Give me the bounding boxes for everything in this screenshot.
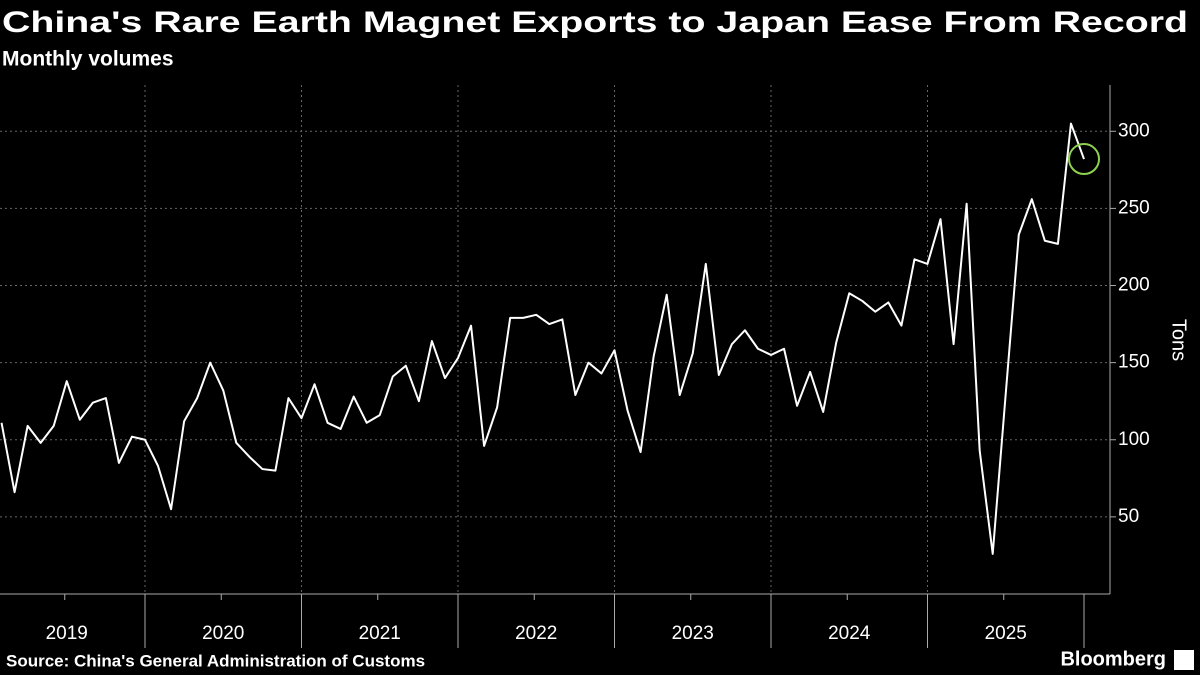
y-tick-label: 50 <box>1118 506 1139 527</box>
chart-title: China's Rare Earth Magnet Exports to Jap… <box>2 6 1188 39</box>
x-tick-label: 2023 <box>672 623 714 644</box>
y-axis-label: Tons <box>1168 319 1190 361</box>
source-note: Source: China's General Administration o… <box>6 651 425 670</box>
y-tick-label: 250 <box>1118 197 1150 218</box>
x-tick-label: 2019 <box>46 623 88 644</box>
x-tick-label: 2025 <box>985 623 1027 644</box>
y-tick-label: 100 <box>1118 429 1150 450</box>
y-tick-label: 200 <box>1118 275 1150 296</box>
brand-icon <box>1174 650 1194 670</box>
x-tick-label: 2020 <box>202 623 244 644</box>
chart-subtitle: Monthly volumes <box>2 48 174 71</box>
x-tick-label: 2022 <box>515 623 557 644</box>
data-line <box>0 122 1085 555</box>
highlight-circle <box>1068 143 1100 176</box>
x-tick-label: 2024 <box>828 623 871 644</box>
y-tick-label: 150 <box>1118 352 1150 373</box>
x-tick-label: 2021 <box>359 623 401 644</box>
brand-logo: Bloomberg <box>1060 648 1166 670</box>
y-tick-label: 300 <box>1118 120 1150 141</box>
